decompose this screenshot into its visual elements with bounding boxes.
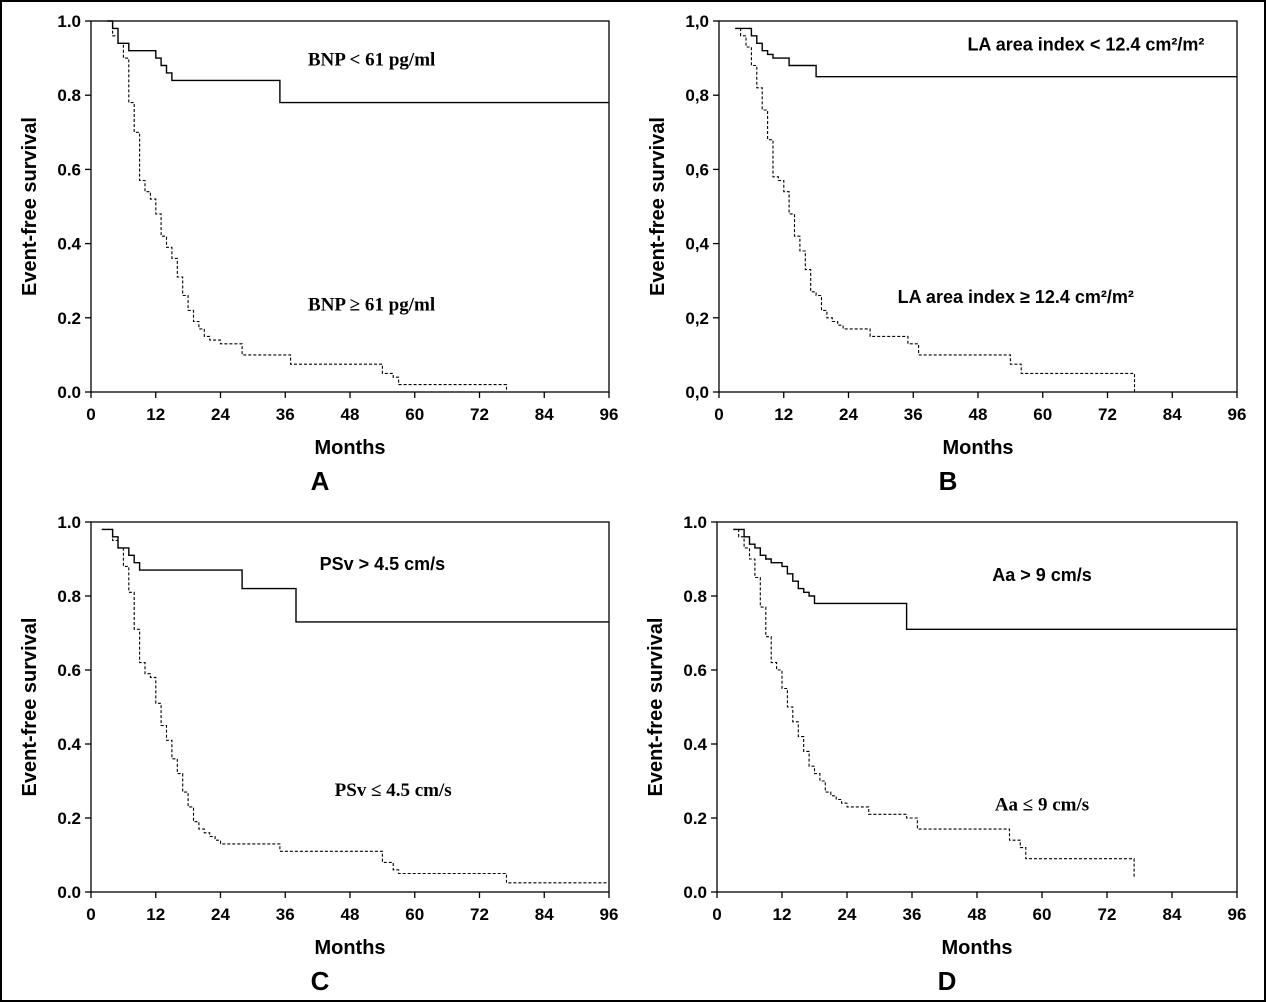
x-tick-label: 48 [969, 405, 988, 424]
survival-curve-dashed [733, 528, 1135, 878]
survival-curve-dashed [107, 20, 508, 392]
x-tick-label: 24 [838, 905, 857, 924]
y-tick-label: 1,0 [685, 12, 709, 31]
group-label: LA area index ≥ 12.4 cm²/m² [898, 287, 1134, 307]
y-tick-label: 0.8 [683, 587, 707, 606]
x-tick-label: 60 [1033, 905, 1052, 924]
x-tick-label: 36 [276, 905, 295, 924]
x-axis-label: Months [314, 437, 385, 459]
panel-letter: B [939, 466, 958, 496]
x-tick-label: 36 [276, 405, 295, 424]
x-tick-label: 72 [470, 405, 489, 424]
y-tick-label: 0.0 [57, 383, 81, 402]
y-tick-label: 0.4 [683, 735, 707, 754]
y-tick-label: 1.0 [57, 12, 81, 31]
x-tick-label: 60 [405, 405, 424, 424]
x-tick-label: 48 [341, 905, 360, 924]
survival-curve-solid [733, 528, 1237, 630]
x-tick-label: 48 [968, 905, 987, 924]
plot-frame [90, 20, 610, 393]
survival-curve-solid [735, 27, 1237, 78]
x-tick-label: 84 [535, 405, 554, 424]
group-label: BNP < 61 pg/ml [308, 50, 435, 71]
x-tick-label: 96 [1228, 405, 1247, 424]
x-tick-label: 0 [714, 405, 723, 424]
panel-a: 0 12 24 36 48 60 72 84 96 0.0 0.2 0.4 0.6 0.8 1.0 Month… [19, 12, 618, 496]
y-tick-label: 0.0 [683, 883, 707, 902]
group-label: Aa ≤ 9 cm/s [995, 795, 1089, 816]
panel-letter: D [938, 966, 957, 996]
x-tick-label: 0 [86, 405, 95, 424]
panel-b: 0 12 24 36 48 60 72 84 96 0,0 0,2 0,4 0,6 0,8 1,0 Month… [647, 12, 1246, 496]
x-tick-label: 60 [1033, 405, 1052, 424]
y-axis-label: Event-free survival [19, 618, 41, 797]
panel-letter: C [311, 966, 330, 996]
plot-frame [90, 521, 610, 893]
plot-frame [716, 521, 1238, 893]
y-tick-label: 0,0 [685, 383, 709, 402]
x-axis-label: Months [941, 937, 1012, 959]
panel-c: 0 12 24 36 48 60 72 84 96 0.0 0.2 0.4 0.6 0.8 1.0 Month… [19, 513, 618, 996]
y-tick-label: 0.8 [57, 86, 81, 105]
x-tick-label: 0 [86, 905, 95, 924]
x-tick-label: 84 [535, 905, 554, 924]
x-tick-label: 36 [904, 405, 923, 424]
survival-curve-dashed [735, 27, 1136, 392]
group-label: PSv ≤ 4.5 cm/s [335, 780, 452, 801]
x-tick-label: 96 [600, 905, 619, 924]
y-tick-label: 0.6 [683, 661, 707, 680]
x-tick-label: 60 [405, 905, 424, 924]
x-tick-label: 84 [1163, 405, 1182, 424]
y-tick-label: 0.6 [57, 661, 81, 680]
y-tick-label: 0,6 [685, 160, 709, 179]
survival-curve-solid [107, 20, 609, 104]
x-tick-label: 96 [600, 405, 619, 424]
x-tick-label: 12 [146, 905, 165, 924]
x-tick-label: 12 [146, 405, 165, 424]
y-tick-label: 0.4 [57, 235, 81, 254]
y-axis-label: Event-free survival [647, 117, 669, 296]
y-tick-label: 1.0 [683, 513, 707, 532]
x-tick-label: 48 [341, 405, 360, 424]
y-tick-label: 0.2 [57, 809, 81, 828]
y-axis-label: Event-free survival [19, 117, 41, 296]
x-tick-label: 72 [470, 905, 489, 924]
x-tick-label: 72 [1098, 405, 1117, 424]
y-tick-label: 0,4 [685, 235, 709, 254]
y-tick-label: 0.8 [57, 587, 81, 606]
x-tick-label: 12 [774, 405, 793, 424]
y-tick-label: 1.0 [57, 513, 81, 532]
group-label: BNP ≥ 61 pg/ml [308, 294, 435, 315]
y-tick-label: 0.0 [57, 883, 81, 902]
x-tick-label: 36 [903, 905, 922, 924]
y-tick-label: 0,2 [685, 309, 709, 328]
y-tick-label: 0,8 [685, 86, 709, 105]
x-tick-label: 84 [1163, 905, 1182, 924]
x-tick-label: 12 [773, 905, 792, 924]
x-tick-label: 72 [1098, 905, 1117, 924]
y-tick-label: 0.2 [683, 809, 707, 828]
group-label: PSv > 4.5 cm/s [320, 554, 446, 574]
y-axis-label: Event-free survival [645, 618, 667, 797]
y-tick-label: 0.4 [57, 735, 81, 754]
x-tick-label: 0 [712, 905, 721, 924]
y-tick-label: 0.2 [57, 309, 81, 328]
survival-curve-dashed [101, 528, 609, 884]
x-tick-label: 24 [211, 905, 230, 924]
x-tick-label: 24 [211, 405, 230, 424]
panel-d: 0 12 24 36 48 60 72 84 96 0.0 0.2 0.4 0.6 0.8 1.0 Month… [645, 513, 1246, 996]
x-axis-label: Months [314, 937, 385, 959]
x-tick-label: 24 [839, 405, 858, 424]
x-tick-label: 96 [1228, 905, 1247, 924]
group-label: Aa > 9 cm/s [992, 565, 1092, 585]
group-label: LA area index < 12.4 cm²/m² [967, 35, 1204, 55]
survival-curve-solid [101, 528, 609, 623]
y-tick-label: 0.6 [57, 160, 81, 179]
x-axis-label: Months [942, 437, 1013, 459]
panel-letter: A [311, 466, 330, 496]
